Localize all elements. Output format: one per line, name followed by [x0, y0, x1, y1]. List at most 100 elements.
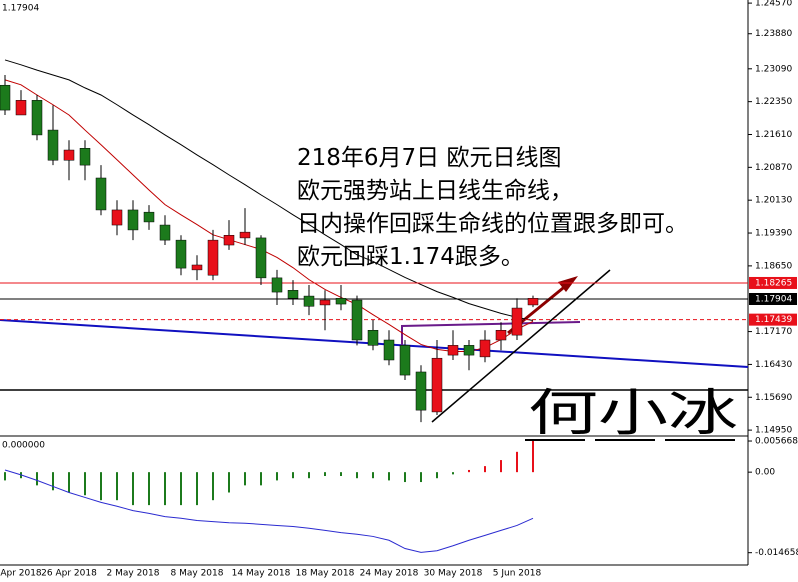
x-tick-label: 14 May 2018 [232, 569, 291, 579]
y-tick-label: 1.15690 [755, 393, 792, 403]
x-tick-label: 2 May 2018 [107, 569, 160, 579]
price-box [749, 292, 797, 305]
histogram-bar [180, 472, 182, 506]
price-box-label: 1.18265 [755, 278, 792, 288]
annotation: 日内操作回踩生命线的位置跟多即可。 [297, 211, 688, 237]
candle-body [63, 149, 75, 161]
candle-body [223, 235, 235, 246]
candle-body [255, 237, 267, 279]
histogram-bar [372, 472, 374, 479]
y-tick-label: 1.18650 [755, 261, 792, 271]
histogram-bar [36, 472, 38, 486]
y-tick-label: 1.20130 [755, 196, 792, 206]
histogram-bar [212, 472, 214, 501]
channel-line [431, 269, 611, 423]
histogram-bar [148, 472, 150, 506]
y-tick-label: 1.17170 [755, 327, 792, 337]
histogram-bar [116, 472, 118, 501]
candle-body [271, 277, 283, 293]
candle-body [143, 211, 155, 223]
candle-body [111, 209, 123, 226]
histogram-bar [4, 472, 6, 481]
candle-body [383, 339, 395, 361]
candle-body [511, 307, 523, 336]
histogram-bar [68, 472, 70, 493]
histogram-bar [244, 472, 246, 486]
price-box-label: 1.17904 [755, 294, 792, 304]
x-tick-label: 24 May 2018 [360, 569, 419, 579]
indicator-label: 0.000000 [2, 441, 45, 451]
candle-body [399, 345, 411, 376]
x-tick-label: 18 May 2018 [296, 569, 355, 579]
y-tick-label: 1.23880 [755, 29, 792, 39]
y-tick-label: 1.21610 [755, 130, 792, 140]
candle-body [79, 148, 91, 166]
y-tick-label: 1.16430 [755, 360, 792, 370]
price-box [749, 276, 797, 289]
annotation: 欧元强势站上日线生命线， [297, 178, 573, 204]
histogram-bar [356, 472, 358, 479]
candle-body [431, 357, 443, 413]
candle-body [463, 345, 475, 356]
histogram-bar [452, 472, 454, 475]
price-label: 1.17904 [2, 4, 39, 14]
x-tick-label: 5 Jun 2018 [493, 569, 542, 579]
candle-body [319, 299, 331, 306]
histogram-bar [84, 472, 86, 496]
arrow-head [558, 276, 578, 292]
histogram-bar [260, 472, 262, 486]
histogram-bar [52, 472, 54, 491]
histogram-bar [484, 466, 486, 473]
candle-body [367, 329, 379, 346]
candle-body [303, 295, 315, 307]
candle-body [207, 239, 219, 276]
price-box [749, 313, 797, 326]
y-tick-label: 1.22350 [755, 97, 792, 107]
y-tick-label: 1.14950 [755, 426, 792, 436]
y-tick-label: 1.23090 [755, 64, 792, 74]
y-tick-label: 1.19390 [755, 229, 792, 239]
histogram-bar [500, 460, 502, 473]
histogram-bar [532, 440, 534, 473]
histogram-bar [228, 472, 230, 493]
indicator-line [4, 469, 534, 553]
histogram-bar [132, 472, 134, 506]
histogram-bar [292, 472, 294, 479]
candle-body [479, 339, 491, 358]
histogram-bar [164, 472, 166, 506]
indicator-line [4, 79, 534, 353]
y-tick-label: -0.014658 [755, 548, 798, 558]
candle-body [0, 84, 11, 111]
candle-body [287, 290, 299, 299]
candle-body [415, 371, 427, 411]
candle-body [335, 298, 347, 305]
histogram-bar [308, 472, 310, 479]
signature: 何小冰 [528, 384, 738, 442]
annotation: 218年6月7日 欧元日线图 [297, 145, 561, 171]
y-tick-label: 0.005668 [755, 437, 798, 447]
candle-body [175, 239, 187, 269]
price-box-label: 1.17439 [755, 315, 792, 325]
histogram-bar [276, 472, 278, 481]
x-tick-label: 26 Apr 2018 [41, 569, 97, 579]
candle-body [495, 329, 507, 341]
y-tick-label: 0.00 [755, 468, 775, 478]
histogram-bar [468, 469, 470, 473]
histogram-bar [324, 472, 326, 477]
candle-body [447, 345, 459, 356]
indicator-line [4, 59, 534, 321]
histogram-bar [388, 472, 390, 481]
candle-body [127, 209, 139, 231]
histogram-bar [436, 472, 438, 479]
candle-body [527, 298, 539, 306]
y-tick-label: 1.24570 [755, 0, 792, 9]
x-tick-label: 30 May 2018 [424, 569, 483, 579]
candle-body [31, 100, 43, 136]
histogram-bar [100, 472, 102, 501]
x-tick-label: 8 May 2018 [171, 569, 224, 579]
y-tick-label: 1.20870 [755, 163, 792, 173]
histogram-bar [404, 472, 406, 483]
candle-body [15, 100, 27, 116]
